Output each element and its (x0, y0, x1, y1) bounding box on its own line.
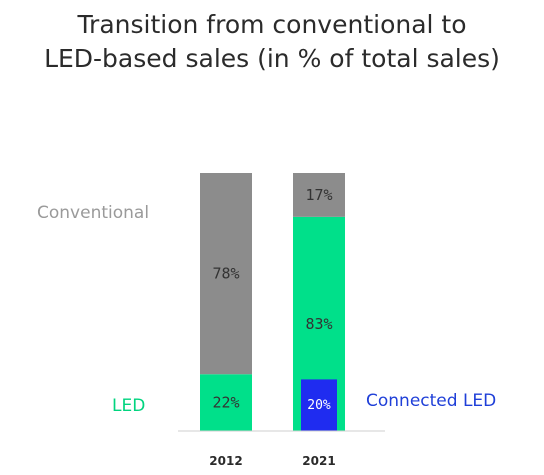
bar-led-2012 (200, 374, 252, 431)
chart-title-line-2: LED-based sales (in % of total sales) (44, 44, 500, 73)
data-label-conventional-2012: 78% (212, 265, 239, 283)
x-tick-label-2012: 2012 (209, 454, 242, 468)
data-label-conventional-2021: 17% (305, 186, 332, 204)
x-tick-label-2021: 2021 (302, 454, 335, 468)
bar-conventional-2021 (293, 173, 345, 217)
legend-conventional: Conventional (37, 203, 149, 223)
data-label-led-2021: 83% (305, 315, 332, 333)
data-label-led-2012: 22% (212, 394, 239, 412)
bar-connected-led-2021 (301, 379, 337, 431)
legend-led: LED (112, 396, 145, 416)
data-label-connected-led-2021: 20% (307, 398, 331, 413)
legend-connected-led: Connected LED (366, 391, 496, 411)
chart-title-line-1: Transition from conventional to (77, 10, 467, 39)
chart-title: Transition from conventional to LED-base… (0, 8, 544, 76)
bar-conventional-2012 (200, 173, 252, 375)
